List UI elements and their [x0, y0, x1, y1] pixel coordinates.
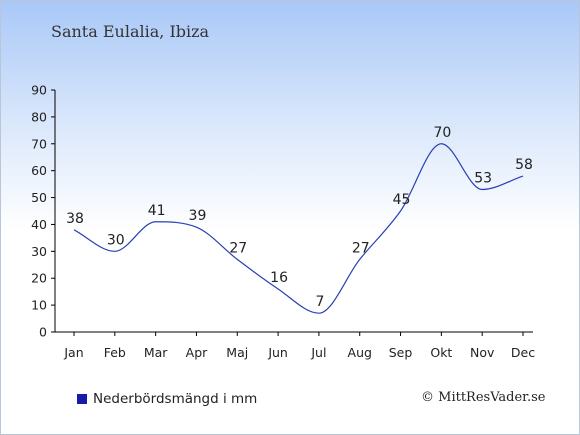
series-line — [73, 143, 524, 314]
y-tick-label: 20 — [31, 271, 47, 286]
data-label: 16 — [270, 270, 288, 286]
data-label: 39 — [189, 208, 207, 224]
x-tick-label: Feb — [104, 345, 126, 360]
x-tick-label: Jun — [267, 345, 288, 360]
y-tick-label: 70 — [31, 136, 47, 151]
y-tick-label: 90 — [31, 83, 47, 98]
data-label: 38 — [66, 211, 84, 227]
y-tick-label: 10 — [31, 298, 47, 313]
legend-label: Nederbördsmängd i mm — [93, 391, 258, 407]
y-tick-label: 80 — [31, 109, 47, 124]
x-tick-label: Maj — [226, 345, 248, 360]
x-tick-label: Dec — [511, 345, 535, 360]
credit-text: © MittResVader.se — [421, 390, 546, 405]
data-label: 41 — [148, 203, 166, 219]
x-tick-label: Sep — [389, 345, 413, 360]
legend-swatch — [77, 394, 87, 404]
legend: Nederbördsmängd i mm — [77, 391, 257, 407]
data-label: 45 — [393, 192, 411, 208]
data-label: 58 — [515, 157, 533, 173]
y-tick-label: 0 — [39, 325, 47, 340]
data-label: 53 — [474, 170, 492, 186]
y-tick-label: 40 — [31, 217, 47, 232]
x-tick-label: Mar — [144, 345, 168, 360]
data-label: 30 — [107, 232, 125, 248]
x-tick-label: Apr — [186, 345, 208, 360]
data-label: 7 — [315, 294, 324, 310]
x-tick-label: Okt — [430, 345, 452, 360]
chart-title: Santa Eulalia, Ibiza — [51, 22, 210, 41]
x-tick-label: Jan — [63, 345, 83, 360]
y-tick-label: 60 — [31, 163, 47, 178]
x-tick-label: Nov — [470, 345, 495, 360]
data-label: 27 — [229, 240, 247, 256]
x-tick-label: Aug — [348, 345, 372, 360]
x-tick-label: Jul — [310, 345, 326, 360]
data-label: 27 — [352, 240, 370, 256]
y-tick-label: 50 — [31, 190, 47, 205]
data-label: 70 — [433, 125, 451, 141]
y-tick-label: 30 — [31, 244, 47, 259]
